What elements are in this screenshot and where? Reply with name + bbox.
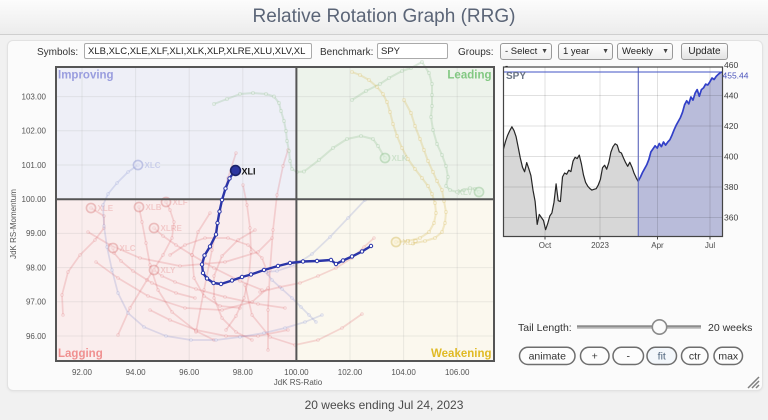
svg-text:102.00: 102.00 bbox=[22, 127, 47, 136]
svg-text:Leading: Leading bbox=[447, 70, 491, 82]
svg-text:XLV: XLV bbox=[458, 188, 474, 197]
svg-text:104.00: 104.00 bbox=[391, 368, 416, 377]
svg-text:Oct: Oct bbox=[539, 241, 552, 250]
svg-text:+: + bbox=[592, 351, 598, 363]
svg-text:animate: animate bbox=[529, 351, 567, 363]
svg-text:ctr: ctr bbox=[689, 351, 701, 363]
svg-text:JdK RS-Momentum: JdK RS-Momentum bbox=[9, 189, 18, 259]
svg-text:96.00: 96.00 bbox=[26, 332, 47, 341]
svg-text:94.00: 94.00 bbox=[126, 368, 147, 377]
svg-text:440: 440 bbox=[724, 90, 738, 100]
svg-text:99.00: 99.00 bbox=[26, 229, 47, 238]
svg-text:XLP: XLP bbox=[403, 238, 419, 247]
svg-text:XLI: XLI bbox=[242, 167, 256, 177]
svg-text:XLY: XLY bbox=[161, 266, 176, 275]
svg-text:-: - bbox=[627, 351, 631, 363]
svg-text:JdK RS-Ratio: JdK RS-Ratio bbox=[274, 378, 323, 387]
svg-text:100.00: 100.00 bbox=[22, 195, 47, 204]
svg-text:100.00: 100.00 bbox=[284, 368, 309, 377]
svg-text:106.00: 106.00 bbox=[445, 368, 470, 377]
svg-text:380: 380 bbox=[724, 182, 738, 192]
svg-text:Improving: Improving bbox=[58, 70, 114, 82]
svg-text:fit: fit bbox=[658, 351, 666, 363]
svg-text:101.00: 101.00 bbox=[22, 161, 47, 170]
svg-text:98.00: 98.00 bbox=[233, 368, 254, 377]
svg-text:XLC: XLC bbox=[120, 244, 136, 253]
svg-text:460: 460 bbox=[724, 60, 738, 70]
svg-text:XLF: XLF bbox=[173, 198, 188, 207]
svg-text:Jul: Jul bbox=[705, 241, 715, 250]
svg-text:XLE: XLE bbox=[98, 204, 114, 213]
svg-text:Weakening: Weakening bbox=[431, 348, 492, 360]
svg-text:420: 420 bbox=[724, 121, 738, 131]
svg-text:96.00: 96.00 bbox=[179, 368, 200, 377]
svg-text:XLC: XLC bbox=[145, 161, 161, 170]
svg-text:360: 360 bbox=[724, 212, 738, 222]
svg-text:97.00: 97.00 bbox=[26, 298, 47, 307]
svg-text:92.00: 92.00 bbox=[72, 368, 93, 377]
svg-text:102.00: 102.00 bbox=[338, 368, 363, 377]
svg-text:max: max bbox=[718, 351, 739, 363]
svg-text:20 weeks: 20 weeks bbox=[708, 322, 752, 334]
svg-text:SPY: SPY bbox=[506, 71, 526, 82]
svg-text:XLB: XLB bbox=[146, 203, 162, 212]
svg-text:103.00: 103.00 bbox=[22, 92, 47, 101]
svg-text:Apr: Apr bbox=[651, 241, 664, 250]
svg-text:455.44: 455.44 bbox=[723, 71, 749, 81]
svg-text:Tail Length:: Tail Length: bbox=[518, 322, 572, 334]
svg-text:2023: 2023 bbox=[591, 241, 609, 250]
svg-text:XLK: XLK bbox=[392, 154, 408, 163]
svg-text:XLRE: XLRE bbox=[161, 224, 183, 233]
svg-text:400: 400 bbox=[724, 151, 738, 161]
svg-text:Lagging: Lagging bbox=[58, 348, 103, 360]
svg-text:98.00: 98.00 bbox=[26, 263, 47, 272]
